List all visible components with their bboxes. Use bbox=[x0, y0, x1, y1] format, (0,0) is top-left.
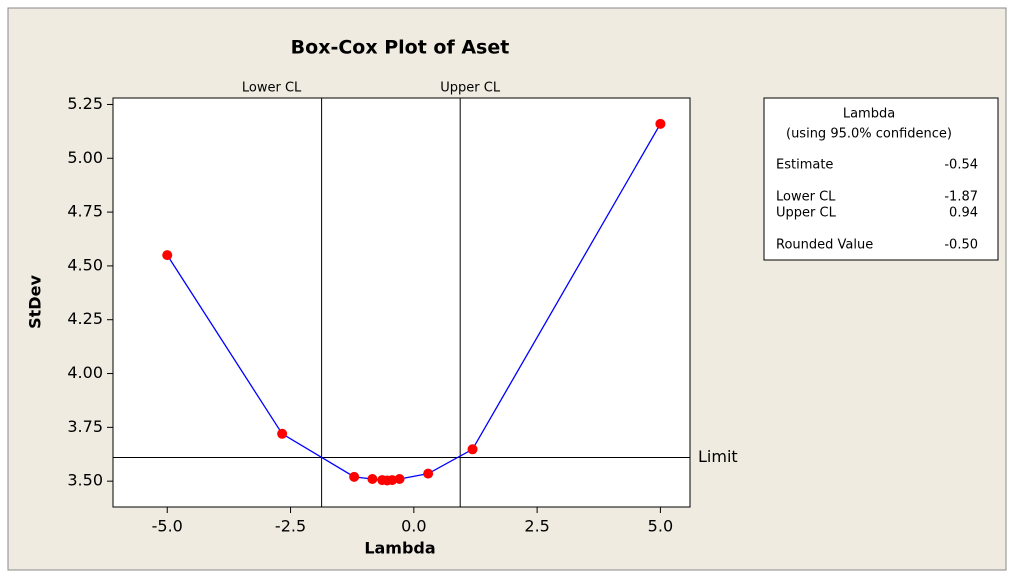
ci-label: Lower CL bbox=[242, 81, 302, 96]
ci-label: Upper CL bbox=[440, 81, 501, 96]
info-title: Lambda bbox=[843, 107, 895, 122]
data-point bbox=[367, 474, 378, 485]
y-axis-label: StDev bbox=[26, 275, 45, 329]
info-row-value: -0.50 bbox=[944, 238, 978, 253]
y-tick-label: 4.50 bbox=[67, 255, 103, 274]
info-subtitle: (using 95.0% confidence) bbox=[786, 127, 952, 142]
info-row-value: 0.94 bbox=[949, 206, 978, 221]
info-row-value: -1.87 bbox=[944, 190, 978, 205]
chart-title: Box-Cox Plot of Aset bbox=[291, 37, 510, 59]
data-point bbox=[655, 118, 666, 129]
y-tick-label: 3.75 bbox=[67, 417, 103, 436]
limit-label: Limit bbox=[698, 447, 738, 466]
data-point bbox=[394, 474, 405, 485]
info-row-label: Upper CL bbox=[776, 206, 837, 221]
info-box bbox=[763, 97, 999, 261]
x-tick-label: 2.5 bbox=[524, 517, 549, 536]
y-tick-label: 4.25 bbox=[67, 309, 103, 328]
y-tick-label: 4.75 bbox=[67, 202, 103, 221]
x-tick-label: -5.0 bbox=[152, 517, 183, 536]
y-tick-label: 4.00 bbox=[67, 363, 103, 382]
x-axis-label: Lambda bbox=[364, 539, 435, 558]
info-row-label: Lower CL bbox=[776, 190, 836, 205]
data-point bbox=[387, 475, 398, 486]
y-tick-label: 5.00 bbox=[67, 148, 103, 167]
data-point bbox=[162, 250, 173, 261]
data-point bbox=[467, 444, 478, 455]
info-row-value: -0.54 bbox=[944, 158, 978, 173]
data-point bbox=[277, 428, 288, 439]
x-tick-label: 5.0 bbox=[648, 517, 673, 536]
x-tick-label: -2.5 bbox=[275, 517, 306, 536]
y-tick-label: 3.50 bbox=[67, 471, 103, 490]
data-point bbox=[423, 468, 434, 479]
data-point bbox=[349, 471, 360, 482]
y-tick-label: 5.25 bbox=[67, 94, 103, 113]
info-row-label: Estimate bbox=[776, 158, 833, 173]
x-tick-label: 0.0 bbox=[401, 517, 426, 536]
info-row-label: Rounded Value bbox=[776, 238, 873, 253]
plot-area bbox=[112, 97, 691, 508]
